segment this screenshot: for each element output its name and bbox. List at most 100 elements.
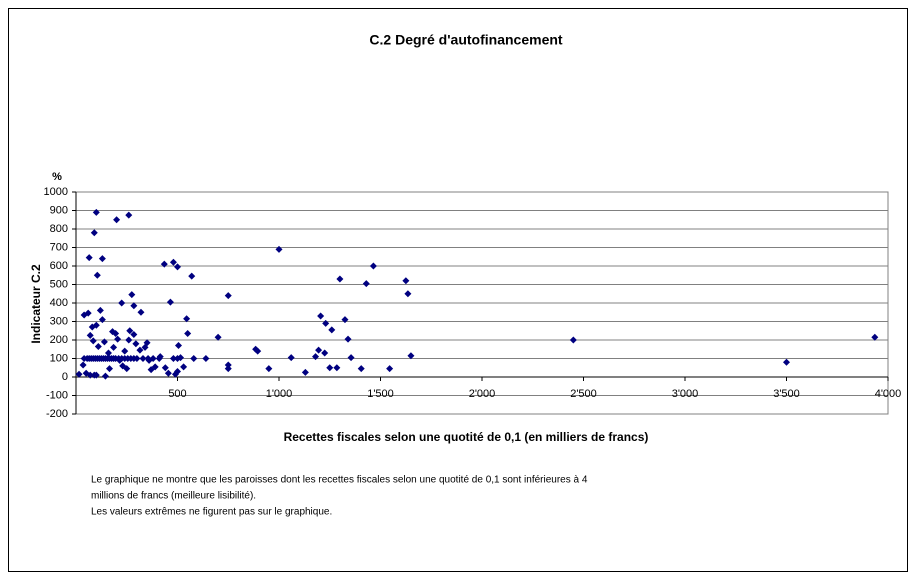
- x-tick-label: 3'500: [773, 388, 800, 400]
- note-line: Le graphique ne montre que les paroisses…: [91, 475, 588, 486]
- point: [92, 208, 100, 216]
- point: [125, 211, 133, 219]
- x-tick-label: 2'500: [570, 388, 597, 400]
- point: [404, 290, 412, 298]
- point: [224, 361, 232, 369]
- point: [224, 365, 232, 373]
- chart-title: C.2 Degré d'autofinancement: [369, 32, 562, 48]
- point: [402, 277, 410, 285]
- y-tick-label: -100: [46, 389, 68, 401]
- point: [386, 365, 394, 373]
- point: [871, 333, 879, 341]
- point: [224, 292, 232, 300]
- point: [188, 272, 196, 280]
- point: [190, 355, 198, 362]
- y-axis-label: Indicateur C.2: [29, 264, 43, 344]
- point: [90, 229, 98, 237]
- point: [369, 262, 377, 270]
- point: [169, 258, 177, 266]
- point: [155, 355, 163, 362]
- point: [322, 319, 330, 327]
- point: [312, 353, 320, 361]
- point: [75, 370, 83, 378]
- point: [317, 312, 325, 320]
- point: [184, 330, 192, 338]
- point: [121, 347, 129, 355]
- point: [110, 343, 118, 351]
- point: [151, 363, 159, 371]
- point: [112, 330, 120, 338]
- point: [160, 260, 168, 268]
- y-tick-label: 0: [62, 371, 68, 383]
- point: [301, 368, 309, 376]
- point: [114, 335, 122, 343]
- point: [133, 355, 141, 362]
- point: [321, 349, 329, 357]
- y-tick-label: -200: [46, 408, 68, 420]
- point: [105, 365, 113, 373]
- point: [149, 355, 157, 362]
- y-unit: %: [52, 171, 62, 183]
- point: [104, 349, 112, 357]
- y-tick-label: 1000: [44, 186, 68, 198]
- x-tick-label: 2'000: [469, 388, 496, 400]
- point: [161, 364, 169, 372]
- point: [118, 299, 126, 307]
- point: [86, 371, 94, 379]
- point: [344, 335, 352, 343]
- point: [136, 346, 144, 354]
- point: [214, 333, 222, 341]
- y-tick-label: 200: [50, 334, 68, 346]
- point: [143, 339, 151, 347]
- point: [98, 255, 106, 263]
- x-tick-label: 4'000: [875, 388, 902, 400]
- point: [86, 331, 94, 339]
- x-tick-label: 1'000: [266, 388, 293, 400]
- point: [130, 330, 138, 338]
- point: [315, 346, 323, 354]
- point: [94, 342, 102, 350]
- point: [96, 306, 104, 314]
- point: [113, 216, 121, 224]
- point: [407, 352, 415, 360]
- point: [341, 316, 349, 324]
- point: [101, 372, 109, 380]
- point: [174, 263, 181, 271]
- point: [347, 354, 355, 362]
- point: [357, 365, 365, 373]
- point: [166, 298, 174, 306]
- point: [265, 365, 273, 373]
- point: [137, 308, 145, 316]
- y-tick-label: 500: [50, 278, 68, 290]
- point: [362, 280, 370, 288]
- point: [333, 364, 341, 372]
- point: [569, 336, 577, 344]
- point: [174, 355, 181, 362]
- point: [132, 340, 140, 348]
- point: [287, 354, 295, 362]
- point: [180, 363, 188, 371]
- point: [144, 355, 152, 362]
- x-tick-label: 1'500: [367, 388, 394, 400]
- y-tick-label: 700: [50, 241, 68, 253]
- point: [100, 338, 108, 346]
- point: [254, 347, 262, 355]
- point: [79, 361, 87, 369]
- point: [275, 245, 283, 253]
- x-axis-label: Recettes fiscales selon une quotité de 0…: [284, 430, 649, 444]
- point: [328, 326, 336, 334]
- note-line: millions de francs (meilleure lisibilité…: [91, 491, 256, 502]
- point: [128, 291, 136, 299]
- y-tick-label: 300: [50, 315, 68, 327]
- note-line: Les valeurs extrêmes ne figurent pas sur…: [91, 507, 332, 518]
- point: [125, 336, 133, 344]
- x-tick-label: 3'000: [672, 388, 699, 400]
- point: [93, 271, 101, 279]
- point: [85, 254, 93, 262]
- x-tick-label: 500: [168, 388, 186, 400]
- point: [98, 316, 106, 324]
- point: [92, 321, 100, 329]
- point: [169, 355, 177, 362]
- y-tick-label: 800: [50, 223, 68, 235]
- point: [89, 337, 97, 345]
